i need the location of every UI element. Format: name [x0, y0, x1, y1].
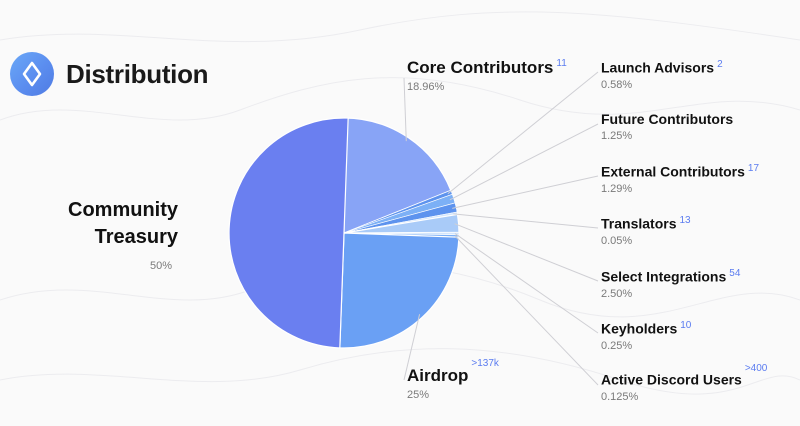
- label-airdrop-percent: 25%: [407, 389, 430, 401]
- label-keyholders: Keyholders 10 0.25%: [601, 320, 691, 352]
- label-active-discord-users-count: >400: [744, 363, 768, 374]
- label-active-discord-users: Active Discord Users>400 0.125%: [601, 363, 767, 403]
- pie-slice-core: [343, 117, 452, 234]
- label-launch-advisors-name: Launch Advisors: [601, 59, 715, 76]
- pie-slice-treasury: [228, 117, 349, 349]
- header: Distribution: [10, 52, 209, 96]
- leader-line-future: [449, 123, 599, 201]
- label-future-contributors: Future Contributors 1.25%: [601, 111, 733, 142]
- label-community-treasury: Community Treasury 50%: [40, 197, 178, 272]
- label-external-contributors-percent: 1.29%: [601, 182, 633, 195]
- leader-line-translators: [453, 213, 599, 229]
- label-select-integrations-count: 54: [729, 268, 741, 279]
- label-airdrop-count: >137k: [471, 358, 499, 370]
- label-select-integrations: Select Integrations 54 2.50%: [601, 268, 740, 300]
- leader-line-external: [452, 175, 599, 209]
- page-title: Distribution: [66, 58, 209, 89]
- label-community-treasury-percent: 50%: [149, 260, 172, 272]
- label-launch-advisors: Launch Advisors 2 0.58%: [601, 59, 723, 91]
- label-core-contributors: Core Contributors 11 18.96%: [407, 58, 567, 93]
- label-translators-count: 13: [679, 215, 691, 226]
- label-active-discord-users-name: Active Discord Users: [601, 371, 742, 388]
- label-translators-percent: 0.05%: [601, 234, 633, 247]
- label-external-contributors: External Contributors 17 1.29%: [601, 163, 759, 195]
- label-airdrop: Airdrop>137k 25%: [407, 358, 499, 401]
- leader-line-keyholders: [454, 233, 599, 334]
- label-future-contributors-name: Future Contributors: [601, 111, 734, 127]
- leader-line-discord: [454, 235, 599, 386]
- label-select-integrations-percent: 2.50%: [601, 287, 633, 300]
- pie-slice-airdrop: [339, 232, 460, 349]
- label-core-contributors-name: Core Contributors: [407, 58, 554, 77]
- label-translators: Translators 13 0.05%: [601, 215, 691, 247]
- label-community-treasury-line2: Treasury: [94, 226, 178, 248]
- leader-line-integrations: [454, 223, 599, 282]
- label-launch-advisors-percent: 0.58%: [601, 78, 633, 91]
- leader-line-airdrop: [403, 314, 421, 381]
- leader-line-core: [403, 77, 407, 142]
- label-external-contributors-name: External Contributors: [601, 163, 745, 180]
- label-keyholders-count: 10: [680, 320, 692, 331]
- label-active-discord-users-percent: 0.125%: [601, 390, 639, 403]
- label-core-contributors-count: 11: [556, 58, 567, 70]
- label-select-integrations-name: Select Integrations: [601, 268, 727, 285]
- label-core-contributors-percent: 18.96%: [407, 81, 445, 93]
- label-external-contributors-count: 17: [747, 163, 760, 174]
- label-translators-name: Translators: [601, 215, 677, 232]
- label-keyholders-percent: 0.25%: [601, 339, 633, 352]
- label-keyholders-name: Keyholders: [601, 320, 678, 337]
- label-launch-advisors-count: 2: [717, 59, 723, 70]
- label-community-treasury-line1: Community: [68, 199, 178, 221]
- label-future-contributors-percent: 1.25%: [601, 130, 633, 142]
- label-airdrop-name: Airdrop: [407, 366, 469, 385]
- ens-logo-icon: [10, 52, 54, 96]
- leader-line-launch: [447, 71, 599, 195]
